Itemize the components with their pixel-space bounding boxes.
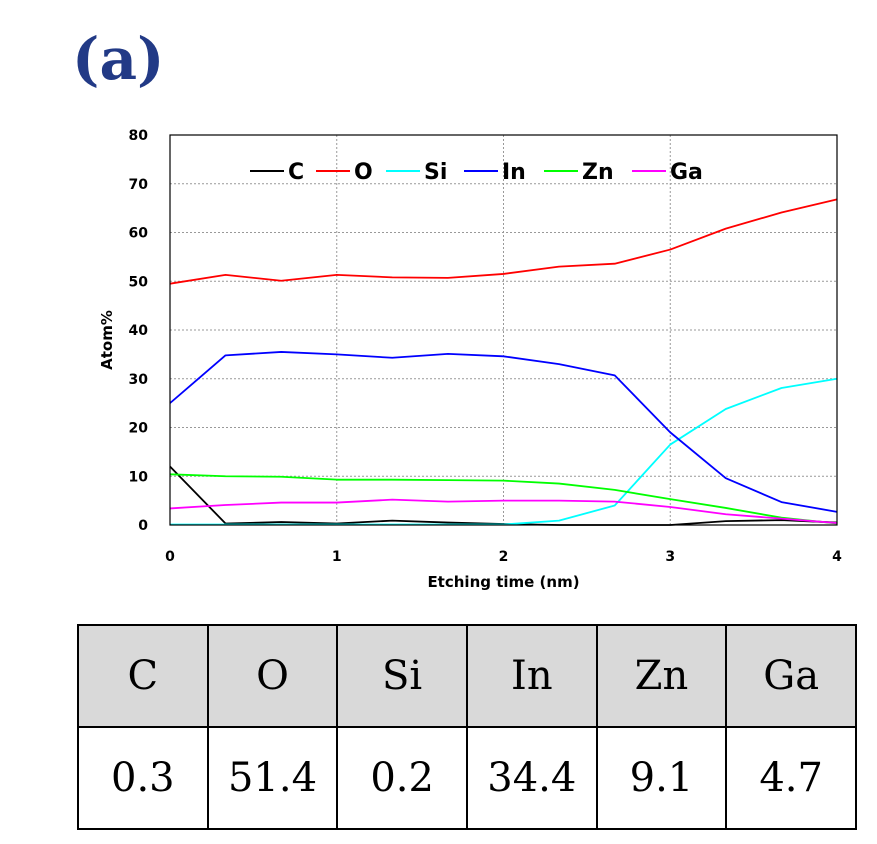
y-tick-label: 70 [129, 177, 149, 193]
tick-layer: 0 10 20 30 40 50 60 70 80 0 1 2 3 4 [129, 128, 843, 565]
legend-label-ga: Ga [670, 160, 703, 185]
header-cell-o: O [206, 624, 339, 728]
value-cell-o: 51.4 [206, 726, 339, 830]
x-tick-label: 0 [165, 549, 175, 565]
y-tick-label: 0 [138, 518, 148, 534]
header-cell-si: Si [336, 624, 468, 728]
plot-frame [169, 134, 838, 526]
legend-label-in: In [502, 160, 526, 185]
panel-label: (a) [72, 25, 165, 93]
x-tick-label: 1 [332, 549, 342, 565]
x-tick-label: 3 [665, 549, 675, 565]
value-cell-ga: 4.7 [725, 726, 857, 830]
legend-label-o: O [354, 160, 373, 185]
composition-table: C O Si In Zn Ga 0.3 51.4 0.2 34.4 9.1 4.… [77, 624, 857, 830]
value-cell-c: 0.3 [77, 726, 209, 830]
grid-layer [170, 135, 837, 525]
header-cell-in: In [465, 624, 598, 728]
y-tick-label: 40 [129, 323, 149, 339]
header-cell-c: C [77, 624, 209, 728]
y-tick-label: 50 [129, 274, 149, 290]
y-tick-label: 20 [129, 421, 149, 437]
series-line-o [169, 198, 838, 285]
y-tick-label: 10 [129, 469, 149, 485]
value-cell-in: 34.4 [465, 726, 598, 830]
table-row: 0.3 51.4 0.2 34.4 9.1 4.7 [77, 726, 857, 830]
y-tick-label: 60 [129, 226, 149, 242]
y-tick-label: 80 [129, 128, 149, 144]
y-axis-title: Atom% [98, 310, 116, 370]
y-tick-label: 30 [129, 372, 149, 388]
header-cell-zn: Zn [595, 624, 728, 728]
x-tick-label: 2 [499, 549, 509, 565]
value-cell-si: 0.2 [336, 726, 468, 830]
legend-label-si: Si [424, 160, 447, 185]
legend-label-zn: Zn [582, 160, 614, 185]
series-line-zn [169, 473, 838, 525]
legend-label-c: C [288, 160, 304, 185]
x-axis-title: Etching time (nm) [427, 573, 579, 591]
series-line-ga [169, 498, 838, 524]
legend: C O Si In Zn Ga [250, 160, 703, 185]
x-tick-label: 4 [832, 549, 842, 565]
series-line-in [169, 351, 838, 513]
header-cell-ga: Ga [725, 624, 857, 728]
value-cell-zn: 9.1 [595, 726, 728, 830]
line-chart: 0 10 20 30 40 50 60 70 80 0 1 2 3 4 Etching time (nm)… [98, 128, 843, 591]
table-header-row: C O Si In Zn Ga [77, 624, 857, 728]
